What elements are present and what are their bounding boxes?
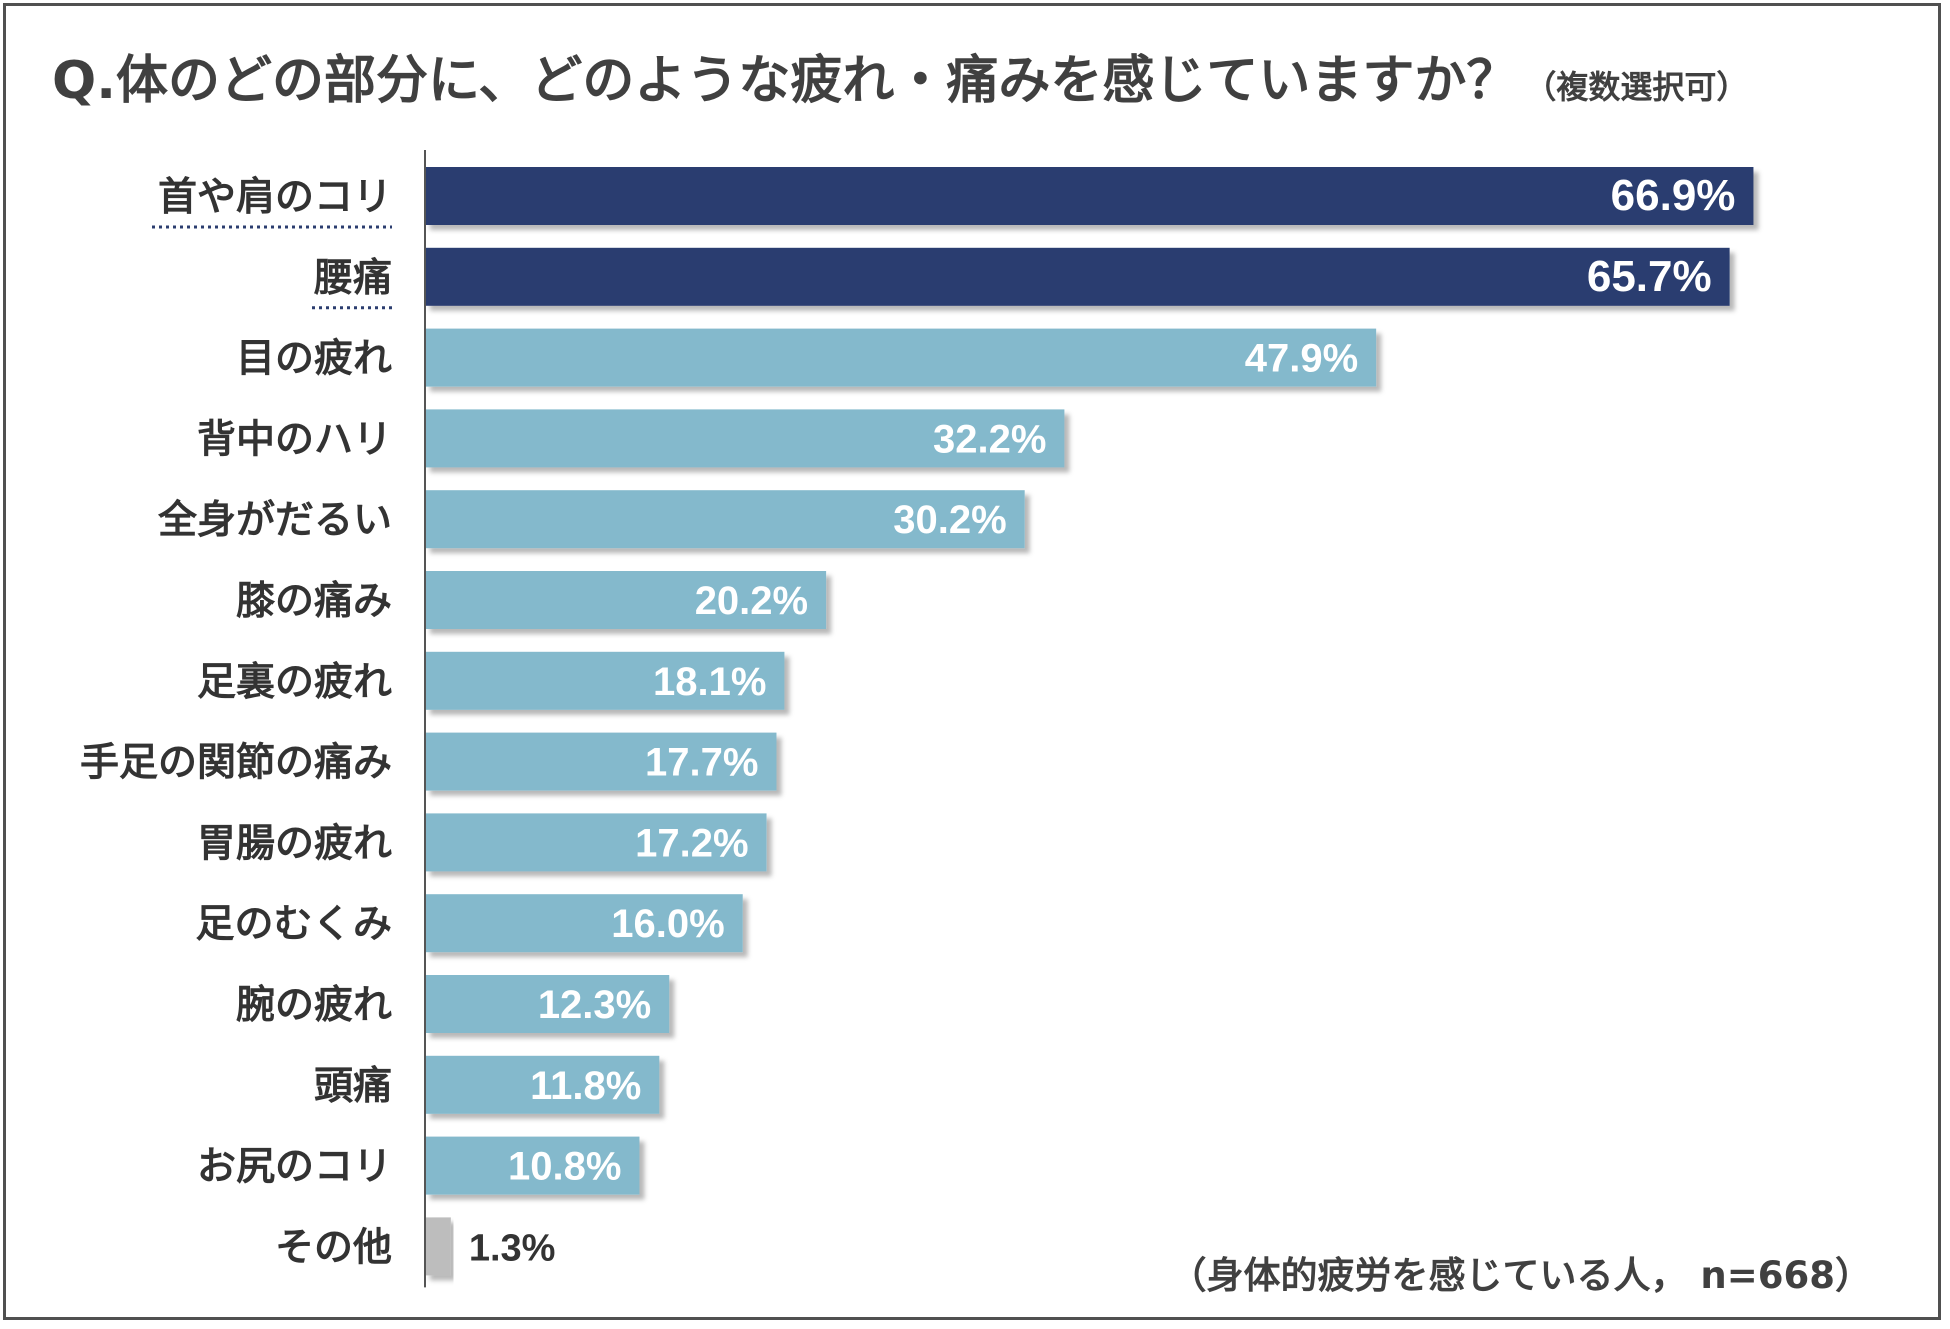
category-label-13: お尻のコリ [197, 1145, 392, 1190]
bar-6 [425, 571, 827, 629]
category-label-8: 手足の関節の痛み [80, 741, 392, 786]
bar-3 [425, 328, 1377, 387]
bar-4 [425, 409, 1065, 468]
bar-2 [425, 247, 1730, 306]
value-label-2: 65.7% [1587, 252, 1712, 301]
category-label-9: 胃腸の疲れ [197, 821, 392, 866]
value-label-4: 32.2% [933, 417, 1046, 461]
bar-5 [425, 490, 1025, 549]
bar-12 [425, 1055, 660, 1114]
category-label-3: 目の疲れ [236, 337, 392, 382]
value-label-7: 18.1% [653, 660, 766, 704]
title-main: Q.体のどの部分に、どのような疲れ・痛みを感じていますか？ [52, 51, 1519, 111]
category-label-11: 腕の疲れ [236, 983, 392, 1028]
value-label-1: 66.9% [1611, 171, 1736, 220]
bar-9 [425, 813, 767, 872]
category-label-2: 腰痛 [314, 256, 392, 301]
bar-1 [425, 167, 1754, 225]
category-label-1: 首や肩のコリ [158, 175, 392, 220]
value-label-14: 1.3% [469, 1227, 556, 1269]
category-label-7: 足裏の疲れ [197, 660, 392, 705]
sample-note: （身体的疲労を感じている人， n=668） [1169, 1254, 1872, 1297]
chart-title: Q.体のどの部分に、どのような疲れ・痛みを感じていますか？ （複数選択可） [52, 38, 1748, 113]
value-label-10: 16.0% [611, 902, 724, 946]
value-label-9: 17.2% [635, 821, 748, 865]
bar-14 [425, 1217, 451, 1276]
category-label-5: 全身がだるい [157, 498, 392, 543]
category-label-12: 頭痛 [314, 1064, 392, 1109]
bar-8 [425, 732, 777, 791]
category-label-6: 膝の痛み [236, 579, 392, 624]
value-label-8: 17.7% [645, 741, 758, 785]
title-sub: （複数選択可） [1524, 68, 1749, 106]
bar-13 [425, 1136, 640, 1195]
value-label-6: 20.2% [695, 579, 808, 623]
category-label-14: その他 [275, 1225, 392, 1270]
bar-7 [425, 651, 785, 710]
value-label-5: 30.2% [893, 498, 1006, 542]
value-label-3: 47.9% [1245, 337, 1358, 381]
bar-11 [425, 975, 670, 1033]
category-label-4: 背中のハリ [197, 417, 392, 462]
category-label-10: 足のむくみ [195, 902, 392, 947]
bar-10 [425, 894, 743, 953]
value-label-11: 12.3% [538, 983, 651, 1027]
value-label-13: 10.8% [508, 1145, 621, 1189]
value-label-12: 11.8% [530, 1064, 641, 1108]
